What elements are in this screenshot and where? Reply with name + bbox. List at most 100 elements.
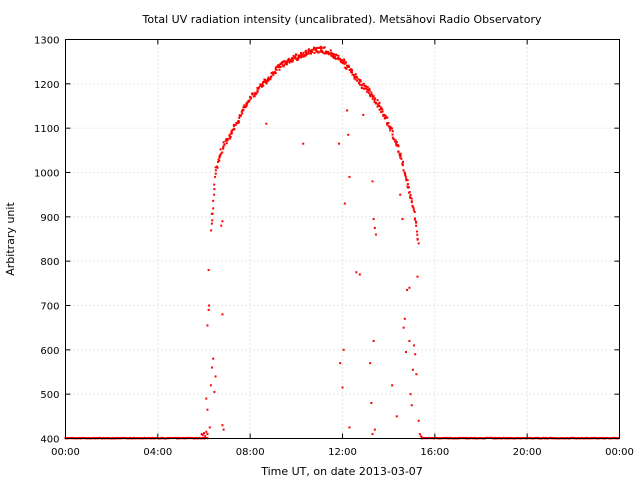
data-point <box>261 83 264 86</box>
data-point <box>307 52 310 55</box>
data-point <box>388 127 391 130</box>
data-point <box>275 68 278 71</box>
data-point <box>371 94 374 97</box>
data-point <box>237 121 240 124</box>
data-point <box>222 141 225 144</box>
x-tick-label: 00:00 <box>605 447 634 458</box>
data-point <box>406 185 409 188</box>
data-point <box>222 147 225 150</box>
data-point <box>417 242 420 245</box>
data-point <box>300 54 303 57</box>
data-point <box>343 202 346 205</box>
data-point <box>369 93 371 96</box>
data-point <box>343 60 346 63</box>
data-point <box>270 75 273 78</box>
data-point <box>285 61 288 64</box>
data-point <box>408 191 411 194</box>
data-point <box>312 48 315 51</box>
data-point <box>287 57 290 60</box>
data-point <box>419 435 422 438</box>
data-point <box>291 60 294 63</box>
data-point <box>376 105 379 108</box>
data-point <box>349 68 352 71</box>
data-point <box>358 82 361 85</box>
y-tick-label: 400 <box>40 435 59 446</box>
data-point <box>313 46 316 49</box>
data-point <box>371 180 374 183</box>
data-point <box>288 61 291 64</box>
data-point <box>218 156 221 159</box>
data-point <box>353 74 356 77</box>
data-point <box>210 212 213 215</box>
data-point <box>378 101 381 104</box>
data-point <box>365 85 368 88</box>
data-point <box>373 428 376 431</box>
data-point <box>409 393 412 396</box>
data-point <box>294 57 297 60</box>
data-point <box>264 78 267 81</box>
data-point <box>354 78 357 81</box>
data-point <box>334 55 337 58</box>
data-point <box>291 59 294 62</box>
data-point <box>319 49 322 52</box>
data-point <box>383 114 386 117</box>
data-point <box>279 65 282 68</box>
data-point <box>205 430 208 433</box>
data-point <box>365 90 368 93</box>
data-point <box>413 210 416 213</box>
data-point <box>351 69 354 72</box>
data-point <box>214 169 217 172</box>
data-point <box>366 88 369 91</box>
data-point <box>302 142 305 145</box>
data-point <box>330 51 333 54</box>
data-point <box>329 49 332 52</box>
data-point <box>214 375 217 378</box>
data-point <box>346 109 349 112</box>
data-point <box>208 426 211 429</box>
data-point <box>334 57 337 60</box>
data-point <box>222 428 225 431</box>
data-point <box>413 344 416 347</box>
data-point <box>417 419 420 422</box>
data-point <box>213 183 216 186</box>
y-tick-label: 600 <box>40 346 59 357</box>
data-point <box>292 54 295 57</box>
data-point <box>314 49 317 52</box>
data-point <box>380 111 383 114</box>
data-point <box>382 113 385 116</box>
data-point <box>308 50 311 53</box>
data-point <box>304 54 307 57</box>
data-point <box>246 102 249 105</box>
data-point <box>337 58 340 61</box>
data-point <box>410 404 413 407</box>
data-point <box>321 51 324 54</box>
data-point <box>411 204 414 207</box>
data-point <box>243 104 246 107</box>
data-point <box>405 179 408 182</box>
data-point <box>272 71 275 74</box>
data-point <box>353 77 356 80</box>
data-point <box>374 233 377 236</box>
data-point <box>406 179 409 182</box>
data-point <box>372 339 375 342</box>
data-point <box>257 87 260 90</box>
grid <box>65 39 620 439</box>
data-point <box>251 93 254 96</box>
data-point <box>213 188 216 191</box>
data-point <box>237 119 240 122</box>
data-point <box>398 152 401 155</box>
data-point <box>408 286 411 289</box>
data-point <box>347 133 350 136</box>
data-point <box>403 171 406 174</box>
data-point <box>394 139 397 142</box>
data-point <box>362 113 365 116</box>
data-point <box>229 135 232 138</box>
data-point <box>359 80 362 83</box>
data-point <box>401 163 404 166</box>
data-point <box>371 433 374 436</box>
axis-ticks <box>65 39 620 439</box>
data-point <box>279 62 282 65</box>
data-point <box>216 165 219 168</box>
data-point <box>283 60 286 63</box>
